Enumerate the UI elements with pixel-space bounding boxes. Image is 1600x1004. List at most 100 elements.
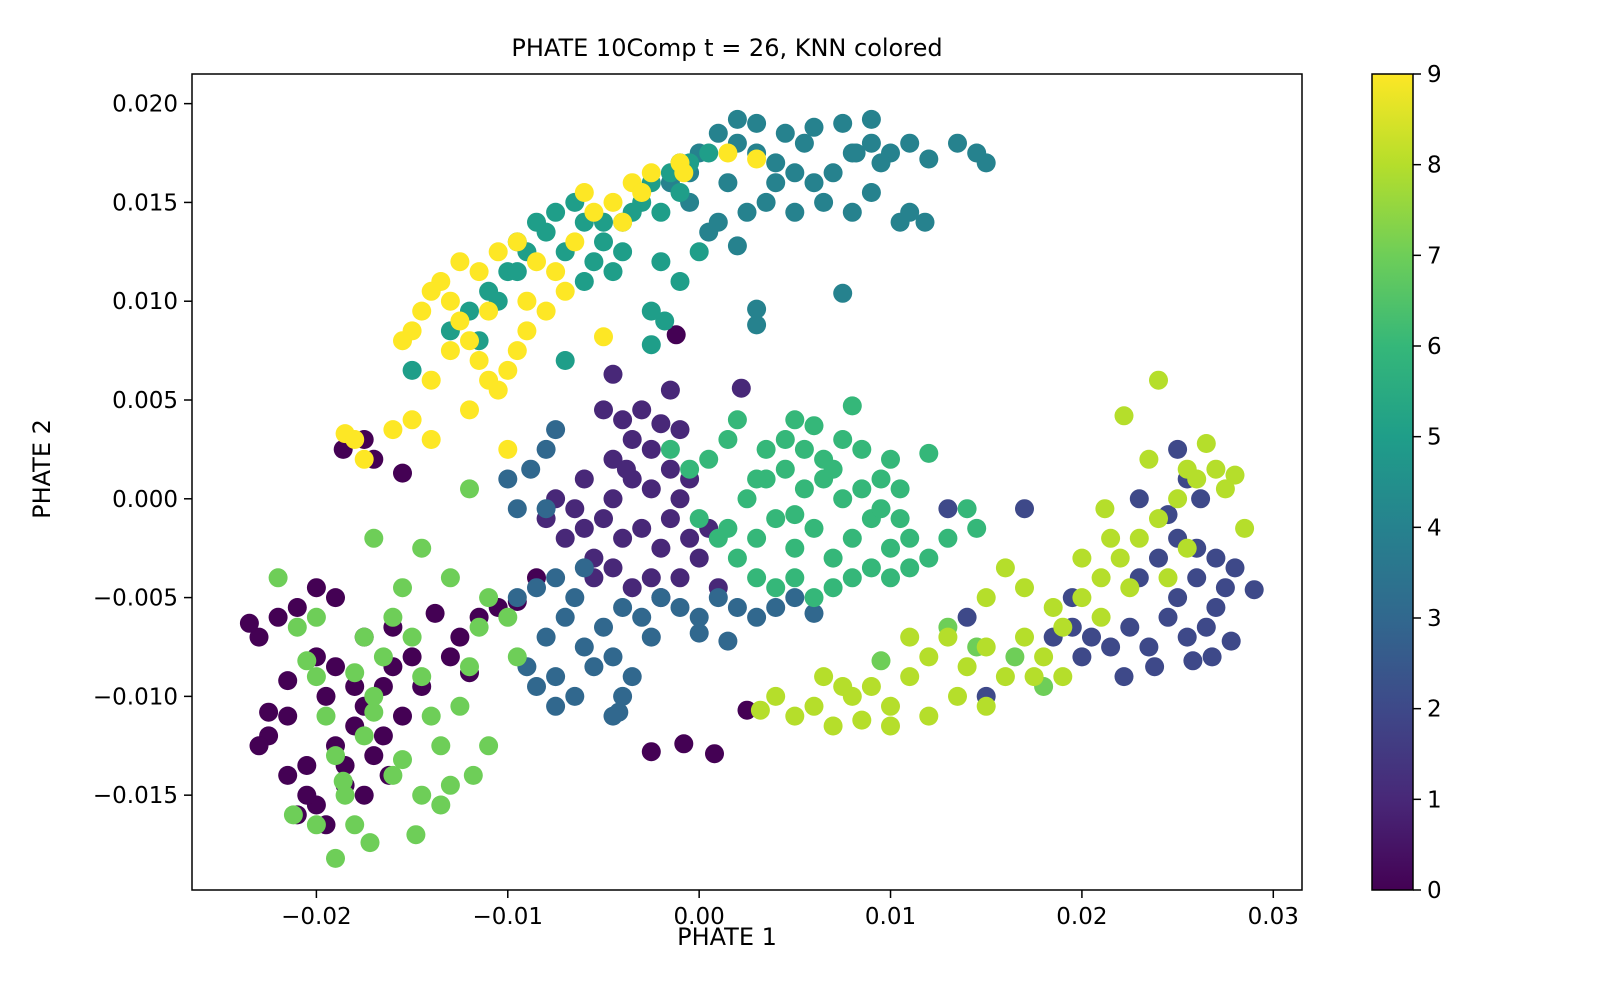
scatter-point xyxy=(383,765,403,785)
scatter-point xyxy=(306,667,326,687)
scatter-point xyxy=(919,548,939,568)
scatter-point xyxy=(527,252,546,272)
scatter-point xyxy=(651,252,671,272)
scatter-point xyxy=(833,283,853,303)
scatter-point xyxy=(364,702,384,722)
scatter-point xyxy=(574,558,594,578)
scatter-point xyxy=(708,123,728,143)
scatter-point xyxy=(1196,434,1216,453)
scatter-point xyxy=(603,489,623,509)
scatter-point xyxy=(718,631,738,651)
scatter-point xyxy=(680,528,700,548)
scatter-point xyxy=(766,509,786,529)
scatter-point xyxy=(1177,459,1197,479)
scatter-point xyxy=(833,677,853,696)
scatter-point xyxy=(333,771,353,791)
scatter-point xyxy=(957,499,977,519)
y-tick-label: −0.010 xyxy=(93,684,178,710)
scatter-point xyxy=(517,291,537,311)
scatter-point xyxy=(536,439,556,459)
scatter-point xyxy=(354,627,374,647)
scatter-point xyxy=(450,311,470,331)
scatter-point xyxy=(440,568,460,588)
scatter-point xyxy=(297,785,317,805)
scatter-point xyxy=(546,696,566,716)
scatter-point xyxy=(1053,667,1073,687)
scatter-point xyxy=(747,299,767,319)
scatter-point xyxy=(412,785,432,805)
x-tick-label: −0.01 xyxy=(473,904,543,930)
scatter-point xyxy=(957,657,977,677)
scatter-point xyxy=(785,706,805,726)
scatter-point xyxy=(689,509,709,529)
x-tick-label: 0.02 xyxy=(1056,904,1107,930)
scatter-point xyxy=(766,598,786,617)
scatter-point xyxy=(402,627,422,647)
scatter-point xyxy=(460,657,479,677)
scatter-point xyxy=(574,518,594,538)
scatter-point xyxy=(249,627,269,647)
scatter-point xyxy=(622,667,642,687)
scatter-point xyxy=(1206,548,1226,568)
scatter-point xyxy=(1206,459,1226,479)
scatter-point xyxy=(814,667,834,687)
scatter-point xyxy=(584,252,604,272)
scatter-point xyxy=(527,677,546,696)
scatter-point xyxy=(1215,578,1235,598)
scatter-point xyxy=(440,775,460,795)
scatter-point xyxy=(785,538,805,558)
scatter-point xyxy=(450,252,470,272)
scatter-point xyxy=(536,627,556,647)
scatter-point xyxy=(425,603,445,623)
scatter-point xyxy=(613,410,633,430)
scatter-point xyxy=(775,123,795,143)
scatter-point xyxy=(689,242,709,262)
scatter-point xyxy=(527,578,546,598)
scatter-point xyxy=(1196,617,1216,637)
scatter-point xyxy=(360,833,380,853)
scatter-point xyxy=(766,578,786,598)
scatter-point xyxy=(861,558,881,578)
scatter-point xyxy=(915,212,935,232)
scatter-point xyxy=(651,414,671,434)
scatter-point xyxy=(479,736,499,756)
scatter-point xyxy=(421,370,441,390)
scatter-point xyxy=(737,202,757,222)
scatter-point xyxy=(406,825,426,845)
scatter-point xyxy=(546,667,566,687)
scatter-point xyxy=(622,430,642,449)
scatter-point xyxy=(976,588,996,608)
scatter-point xyxy=(326,588,345,608)
scatter-point xyxy=(574,469,594,489)
scatter-point xyxy=(919,647,939,667)
scatter-point xyxy=(948,133,967,153)
scatter-point xyxy=(823,459,843,479)
scatter-point xyxy=(450,627,470,647)
scatter-point xyxy=(1091,568,1111,588)
colorbar-gradient xyxy=(1371,73,1414,891)
scatter-point xyxy=(660,459,680,479)
y-tick-label: −0.005 xyxy=(93,586,178,612)
scatter-point xyxy=(995,558,1015,578)
scatter-point xyxy=(421,281,441,301)
scatter-point xyxy=(766,173,786,193)
scatter-point xyxy=(1206,598,1226,617)
scatter-point xyxy=(1145,657,1165,677)
x-tick-label: 0.03 xyxy=(1248,904,1299,930)
scatter-point xyxy=(1149,509,1168,529)
scatter-point xyxy=(306,607,326,627)
chart-title: PHATE 10Comp t = 26, KNN colored xyxy=(511,34,942,62)
scatter-point xyxy=(239,613,259,633)
scatter-point xyxy=(718,518,738,538)
scatter-point xyxy=(616,459,636,479)
scatter-point xyxy=(373,726,393,746)
scatter-point xyxy=(1005,647,1025,667)
scatter-point xyxy=(507,262,527,282)
scatter-point xyxy=(609,702,629,722)
scatter-point xyxy=(689,623,709,643)
scatter-point xyxy=(402,647,422,667)
scatter-point xyxy=(1158,607,1178,627)
scatter-point xyxy=(527,212,546,232)
